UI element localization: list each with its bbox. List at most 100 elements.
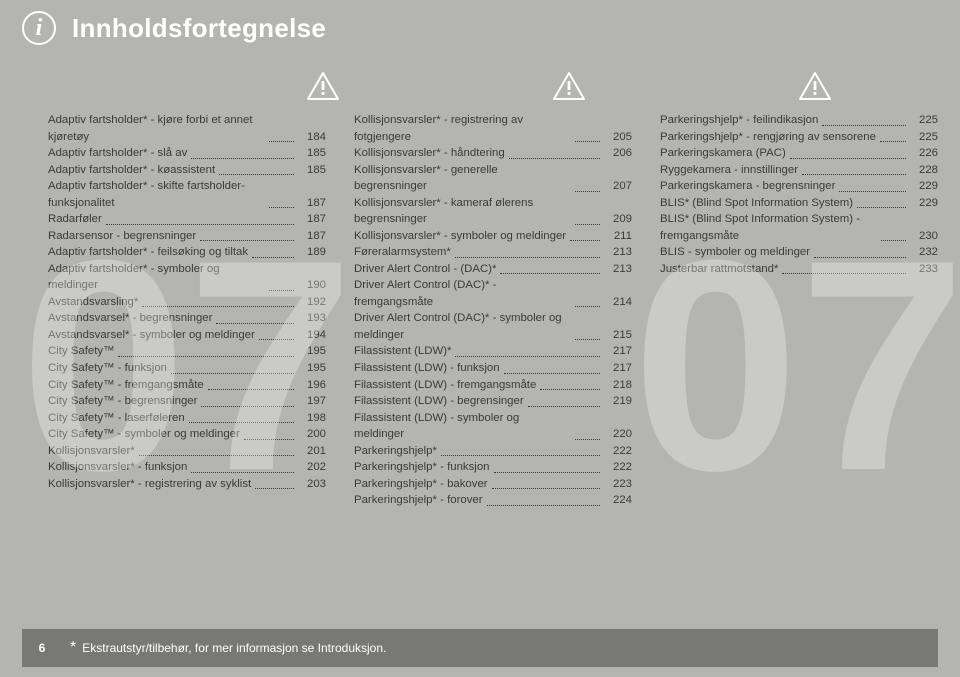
toc-column-1: 07 Adaptiv fartsholder* - kjøre forbi et… — [48, 112, 326, 617]
toc-label: City Safety™ - laserføleren — [48, 410, 185, 427]
toc-leader-dots — [118, 356, 294, 357]
toc-row: Radarføler 187 — [48, 211, 326, 228]
toc-page: 206 — [604, 145, 632, 162]
toc-leader-dots — [575, 439, 600, 440]
toc-row: Filassistent (LDW) - funksjon217 — [354, 360, 632, 377]
toc-page: 195 — [298, 360, 326, 377]
warning-icon-row — [200, 66, 938, 106]
toc-page: 205 — [604, 129, 632, 146]
toc-leader-dots — [252, 257, 294, 258]
toc-leader-dots — [455, 356, 600, 357]
toc-label: Parkeringshjelp* - rengjøring av sensore… — [660, 129, 876, 146]
toc-page: 225 — [910, 112, 938, 129]
toc-row: Parkeringshjelp* - rengjøring av sensore… — [660, 129, 938, 146]
toc-label: Driver Alert Control - (DAC)* — [354, 261, 496, 278]
toc-row: Kollisjonsvarsler* - funksjon202 — [48, 459, 326, 476]
toc-leader-dots — [504, 373, 600, 374]
toc-leader-dots — [269, 141, 294, 142]
toc-leader-dots — [139, 455, 294, 456]
toc-label: Filassistent (LDW) - begrensinger — [354, 393, 524, 410]
toc-row: Driver Alert Control (DAC)* - symboler o… — [354, 310, 632, 343]
toc-leader-dots — [575, 339, 600, 340]
toc-label: Kollisjonsvarsler* — [48, 443, 135, 460]
footnote-star: * — [70, 639, 76, 657]
toc-column-2: Kollisjonsvarsler* - registrering av fot… — [354, 112, 632, 617]
toc-page: 217 — [604, 343, 632, 360]
toc-page: 226 — [910, 145, 938, 162]
toc-leader-dots — [500, 273, 600, 274]
toc-page: 213 — [604, 261, 632, 278]
toc-page: 220 — [604, 426, 632, 443]
toc-page: 228 — [910, 162, 938, 179]
warning-icon — [552, 71, 586, 101]
toc-row: Kollisjonsvarsler* - registrering av fot… — [354, 112, 632, 145]
info-icon: i — [22, 11, 56, 45]
toc-label: Parkeringshjelp* - bakover — [354, 476, 488, 493]
toc-leader-dots — [575, 141, 600, 142]
toc-leader-dots — [191, 472, 294, 473]
toc-leader-dots — [255, 488, 294, 489]
toc-row: Filassistent (LDW) - symboler og melding… — [354, 410, 632, 443]
toc-leader-dots — [790, 158, 906, 159]
toc-label: Radarsensor - begrensninger — [48, 228, 196, 245]
toc-page: 196 — [298, 377, 326, 394]
toc-label: Kollisjonsvarsler* - generelle begrensni… — [354, 162, 571, 195]
toc-label: Kollisjonsvarsler* - registrering av fot… — [354, 112, 571, 145]
toc-label: Radarføler — [48, 211, 102, 228]
toc-leader-dots — [269, 290, 294, 291]
header: i Innholdsfortegnelse — [22, 8, 938, 48]
toc-label: Adaptiv fartsholder* - feilsøking og til… — [48, 244, 248, 261]
toc-columns: 07 Adaptiv fartsholder* - kjøre forbi et… — [48, 112, 938, 617]
toc-row: Adaptiv fartsholder* - slå av185 — [48, 145, 326, 162]
toc-leader-dots — [269, 207, 294, 208]
toc-row: Føreralarmsystem*213 — [354, 244, 632, 261]
toc-row: Parkeringshjelp* - funksjon 222 — [354, 459, 632, 476]
toc-row: City Safety™ - symboler og meldinger200 — [48, 426, 326, 443]
toc-row: Driver Alert Control - (DAC)* 213 — [354, 261, 632, 278]
toc-label: Kollisjonsvarsler* - kameraf ølerens beg… — [354, 195, 571, 228]
toc-row: City Safety™ - fremgangsmåte196 — [48, 377, 326, 394]
toc-row: Parkeringskamera (PAC)226 — [660, 145, 938, 162]
toc-leader-dots — [540, 389, 600, 390]
toc-leader-dots — [782, 273, 906, 274]
toc-leader-dots — [822, 125, 906, 126]
toc-leader-dots — [200, 240, 294, 241]
toc-page: 187 — [298, 211, 326, 228]
toc-row: BLIS - symboler og meldinger232 — [660, 244, 938, 261]
warning-icon — [306, 71, 340, 101]
toc-page: 219 — [604, 393, 632, 410]
toc-label: Justerbar rattmotstand* — [660, 261, 778, 278]
toc-label: Adaptiv fartsholder* - slå av — [48, 145, 187, 162]
toc-row: Avstandsvarsel* - symboler og meldinger1… — [48, 327, 326, 344]
toc-label: Kollisjonsvarsler* - funksjon — [48, 459, 187, 476]
toc-page: 213 — [604, 244, 632, 261]
toc-row: Parkeringshjelp* - bakover223 — [354, 476, 632, 493]
toc-label: City Safety™ - funksjon — [48, 360, 167, 377]
toc-page: 222 — [604, 443, 632, 460]
toc-leader-dots — [216, 323, 294, 324]
toc-label: City Safety™ - begrensninger — [48, 393, 197, 410]
toc-page: 232 — [910, 244, 938, 261]
toc-page: 184 — [298, 129, 326, 146]
toc-page: 192 — [298, 294, 326, 311]
toc-label: City Safety™ — [48, 343, 114, 360]
toc-leader-dots — [189, 422, 294, 423]
toc-page: 222 — [604, 459, 632, 476]
toc-leader-dots — [201, 406, 294, 407]
toc-row: Filassistent (LDW) - fremgangsmåte218 — [354, 377, 632, 394]
toc-row: Driver Alert Control (DAC)* - fremgangsm… — [354, 277, 632, 310]
toc-leader-dots — [208, 389, 294, 390]
toc-leader-dots — [494, 472, 601, 473]
toc-label: Parkeringshjelp* - funksjon — [354, 459, 490, 476]
toc-leader-dots — [857, 207, 906, 208]
toc-page: 218 — [604, 377, 632, 394]
toc-label: Kollisjonsvarsler* - registrering av syk… — [48, 476, 251, 493]
toc-page: 224 — [604, 492, 632, 509]
toc-page: 195 — [298, 343, 326, 360]
toc-row: Parkeringshjelp* - feilindikasjon225 — [660, 112, 938, 129]
toc-page: 225 — [910, 129, 938, 146]
toc-page: 194 — [298, 327, 326, 344]
toc-label: Parkeringskamera - begrensninger — [660, 178, 835, 195]
toc-page: 217 — [604, 360, 632, 377]
toc-label: Adaptiv fartsholder* - kjøre forbi et an… — [48, 112, 265, 145]
